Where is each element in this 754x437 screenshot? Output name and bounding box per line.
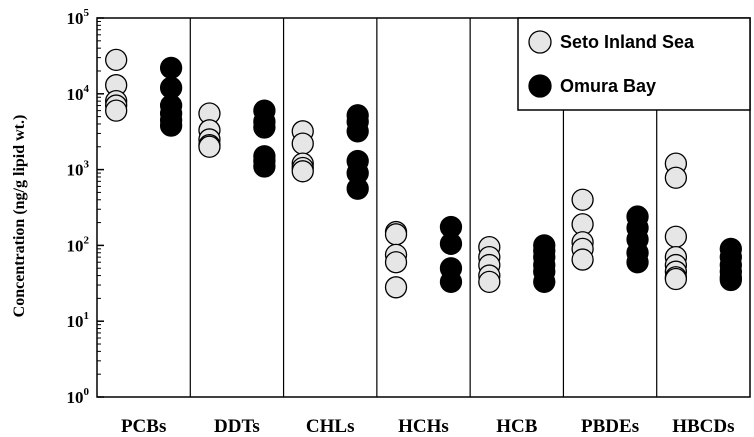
x-tick-label: DDTs [214,416,260,437]
data-point [664,166,688,189]
x-axis: PCBs DDTs CHLs HCHs HCB PBDEs HBCDs [121,416,735,437]
data-point [384,276,408,299]
data-point [291,132,314,155]
y-tick-label: 100 [67,386,90,407]
data-point [439,232,463,255]
data-points [105,48,742,299]
data-point [253,155,276,178]
data-point [439,270,463,294]
plot-border [96,17,751,398]
data-point [533,270,556,294]
data-point [571,248,594,271]
data-point [626,251,649,274]
data-point [105,48,128,72]
legend: Seto Inland Sea Omura Bay [517,17,751,111]
data-point [159,56,183,79]
y-axis-title: Concentration (ng/g lipid wt.) [11,115,28,318]
data-point [346,177,369,200]
data-point [346,120,369,143]
data-point [384,223,408,246]
x-tick-label: HCHs [398,416,449,437]
data-point [664,267,688,291]
y-tick-label: 105 [67,7,90,28]
x-tick-label: PBDEs [581,416,639,437]
data-point [664,225,688,248]
legend-marker [528,30,552,54]
x-tick-label: HCB [496,416,538,437]
x-tick-label: HBCDs [672,416,734,437]
y-tick-label: 102 [67,234,90,255]
x-tick-label: PCBs [121,416,166,437]
data-point [478,270,501,294]
legend-marker [528,74,552,98]
data-point [198,135,221,158]
data-point [719,268,742,292]
y-tick-label: 101 [67,310,90,331]
x-tick-label: CHLs [306,416,355,437]
data-point [105,99,128,122]
y-tick-label: 103 [67,159,90,180]
legend-label: Omura Bay [560,76,656,96]
data-point [291,160,314,183]
legend-label: Seto Inland Sea [560,32,695,52]
legend-box [517,17,751,111]
y-axis: 100 101 102 103 104 105 [67,7,104,407]
data-point [253,116,276,139]
y-tick-label: 104 [67,83,90,104]
data-point [384,251,408,274]
data-point [159,114,183,137]
data-point [571,188,594,211]
